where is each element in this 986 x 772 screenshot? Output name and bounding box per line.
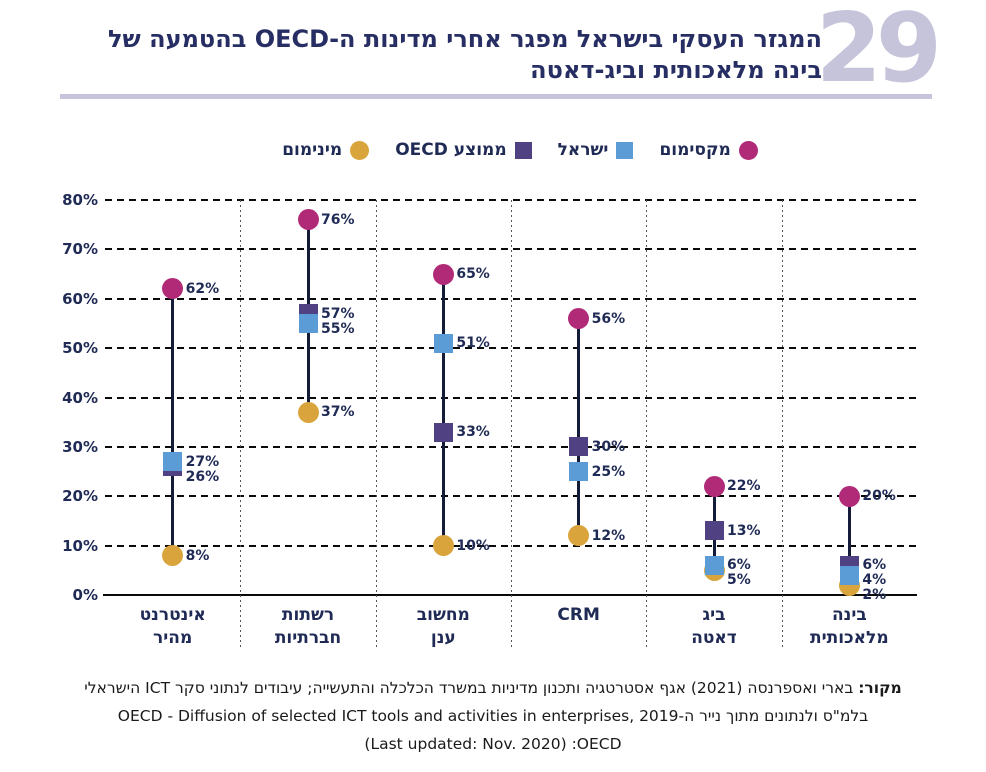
minimum-legend-swatch (350, 140, 370, 160)
value-label: 25% (591, 463, 626, 480)
category-separator (646, 200, 648, 650)
value-label: 20% (862, 488, 896, 505)
value-label: 37% (321, 404, 355, 421)
legend-label-minimum: מינימום (282, 140, 343, 160)
value-label: 8% (185, 547, 210, 564)
category-separator (781, 200, 783, 650)
legend-label-maximum: מקסימום (659, 140, 731, 160)
marker-maximum (162, 278, 184, 300)
marker-oecd-average (569, 437, 589, 457)
marker-minimum (568, 525, 590, 547)
value-label: 6% (727, 557, 751, 574)
value-label: 10% (456, 537, 490, 554)
marker-oecd-average (433, 422, 453, 442)
y-axis-tick-label: 60% (62, 289, 98, 308)
marker-oecd-average (704, 521, 724, 541)
range-stem (441, 274, 445, 546)
marker-israel (569, 462, 589, 482)
source-line-1: מקור: בארי ואספרנסה (2021) אגף אסטרטגיה … (10, 674, 976, 702)
y-axis-tick-label: 20% (62, 487, 98, 506)
value-label: 55% (321, 320, 355, 337)
marker-minimum (297, 401, 319, 423)
source-line-3: (Last updated: Nov. 2020) :OECD (364, 735, 622, 753)
israel-legend-swatch (616, 141, 634, 159)
value-label: 57% (321, 305, 355, 322)
legend-item-israel: ישראל (558, 140, 634, 160)
marker-minimum (432, 535, 454, 557)
value-label: 65% (456, 266, 490, 283)
value-label: 56% (591, 310, 626, 327)
marker-israel (839, 565, 859, 585)
figure-number: 29 (815, 0, 942, 104)
category-separator (375, 200, 377, 650)
marker-israel (433, 333, 453, 353)
category-label: אינטרנט מהיר (139, 605, 206, 648)
legend-label-oecd-average: ממוצע OECD (395, 140, 507, 160)
marker-maximum (568, 308, 590, 329)
value-label: 27% (185, 453, 220, 470)
value-label: 22% (727, 478, 761, 495)
value-label: 30% (591, 438, 626, 455)
category-separator (240, 200, 242, 650)
range-stem (171, 288, 175, 556)
value-label: 2% (862, 587, 887, 604)
maximum-legend-swatch (738, 140, 758, 160)
category-label: בינה מלאכותית (809, 605, 889, 648)
category-label: מחשוב ענן (416, 605, 470, 648)
value-label: 51% (456, 335, 490, 352)
marker-israel (298, 313, 318, 333)
value-label: 12% (591, 527, 626, 544)
legend-item-maximum: מקסימום (659, 140, 758, 160)
marker-maximum (703, 475, 725, 497)
y-axis-tick-label: 10% (62, 536, 98, 555)
category-label: רשתות חברתיות (274, 605, 342, 648)
value-label: 26% (185, 468, 220, 485)
chart-legend: מקסימום ישראל ממוצע OECD מינימום (105, 140, 935, 160)
marker-maximum (297, 209, 319, 231)
marker-minimum (162, 545, 184, 566)
page-title-line1: המגזר העסקי בישראל מפגר אחרי מדינות ה-OE… (108, 25, 822, 53)
marker-israel (704, 555, 724, 575)
range-stem (847, 496, 851, 586)
marker-israel (163, 452, 183, 472)
category-label: CRM (557, 605, 600, 625)
source-note: מקור: בארי ואספרנסה (2021) אגף אסטרטגיה … (10, 674, 976, 758)
y-axis-tick-label: 50% (62, 339, 98, 358)
source-line-1-text: בארי ואספרנסה (2021) אגף אסטרטגיה ותכנון… (84, 679, 854, 697)
y-axis-tick-label: 0% (72, 586, 98, 604)
x-axis-line (103, 594, 917, 596)
y-axis-tick-label: 30% (62, 437, 98, 456)
value-label: 5% (727, 572, 751, 589)
marker-maximum (838, 485, 860, 507)
value-label: 13% (727, 522, 761, 539)
legend-label-israel: ישראל (557, 140, 609, 160)
value-label: 76% (321, 211, 355, 228)
category-separator (511, 200, 512, 650)
range-stem (577, 318, 581, 536)
legend-item-oecd-average: ממוצע OECD (395, 140, 532, 160)
oecd-average-legend-swatch (514, 141, 532, 159)
value-label: 6% (862, 557, 887, 574)
page-title-line2: בינה מלאכותית וביג-דאטה (530, 56, 822, 84)
legend-item-minimum: מינימום (282, 140, 370, 160)
marker-maximum (432, 263, 454, 285)
y-axis-tick-label: 70% (62, 240, 98, 259)
category-label: ביג דאטה (691, 605, 737, 648)
page-title: המגזר העסקי בישראל מפגר אחרי מדינות ה-OE… (108, 24, 822, 86)
value-label: 4% (862, 572, 887, 589)
value-label: 62% (185, 280, 220, 297)
source-line-2: בלמ"ס ולנתונים מתוך נייר ה-OECD - Diffus… (117, 707, 869, 725)
value-label: 33% (456, 424, 490, 441)
y-axis-tick-label: 80% (62, 191, 98, 209)
y-axis-tick-label: 40% (62, 388, 98, 407)
title-divider (60, 94, 932, 99)
source-label: מקור: (858, 679, 902, 697)
